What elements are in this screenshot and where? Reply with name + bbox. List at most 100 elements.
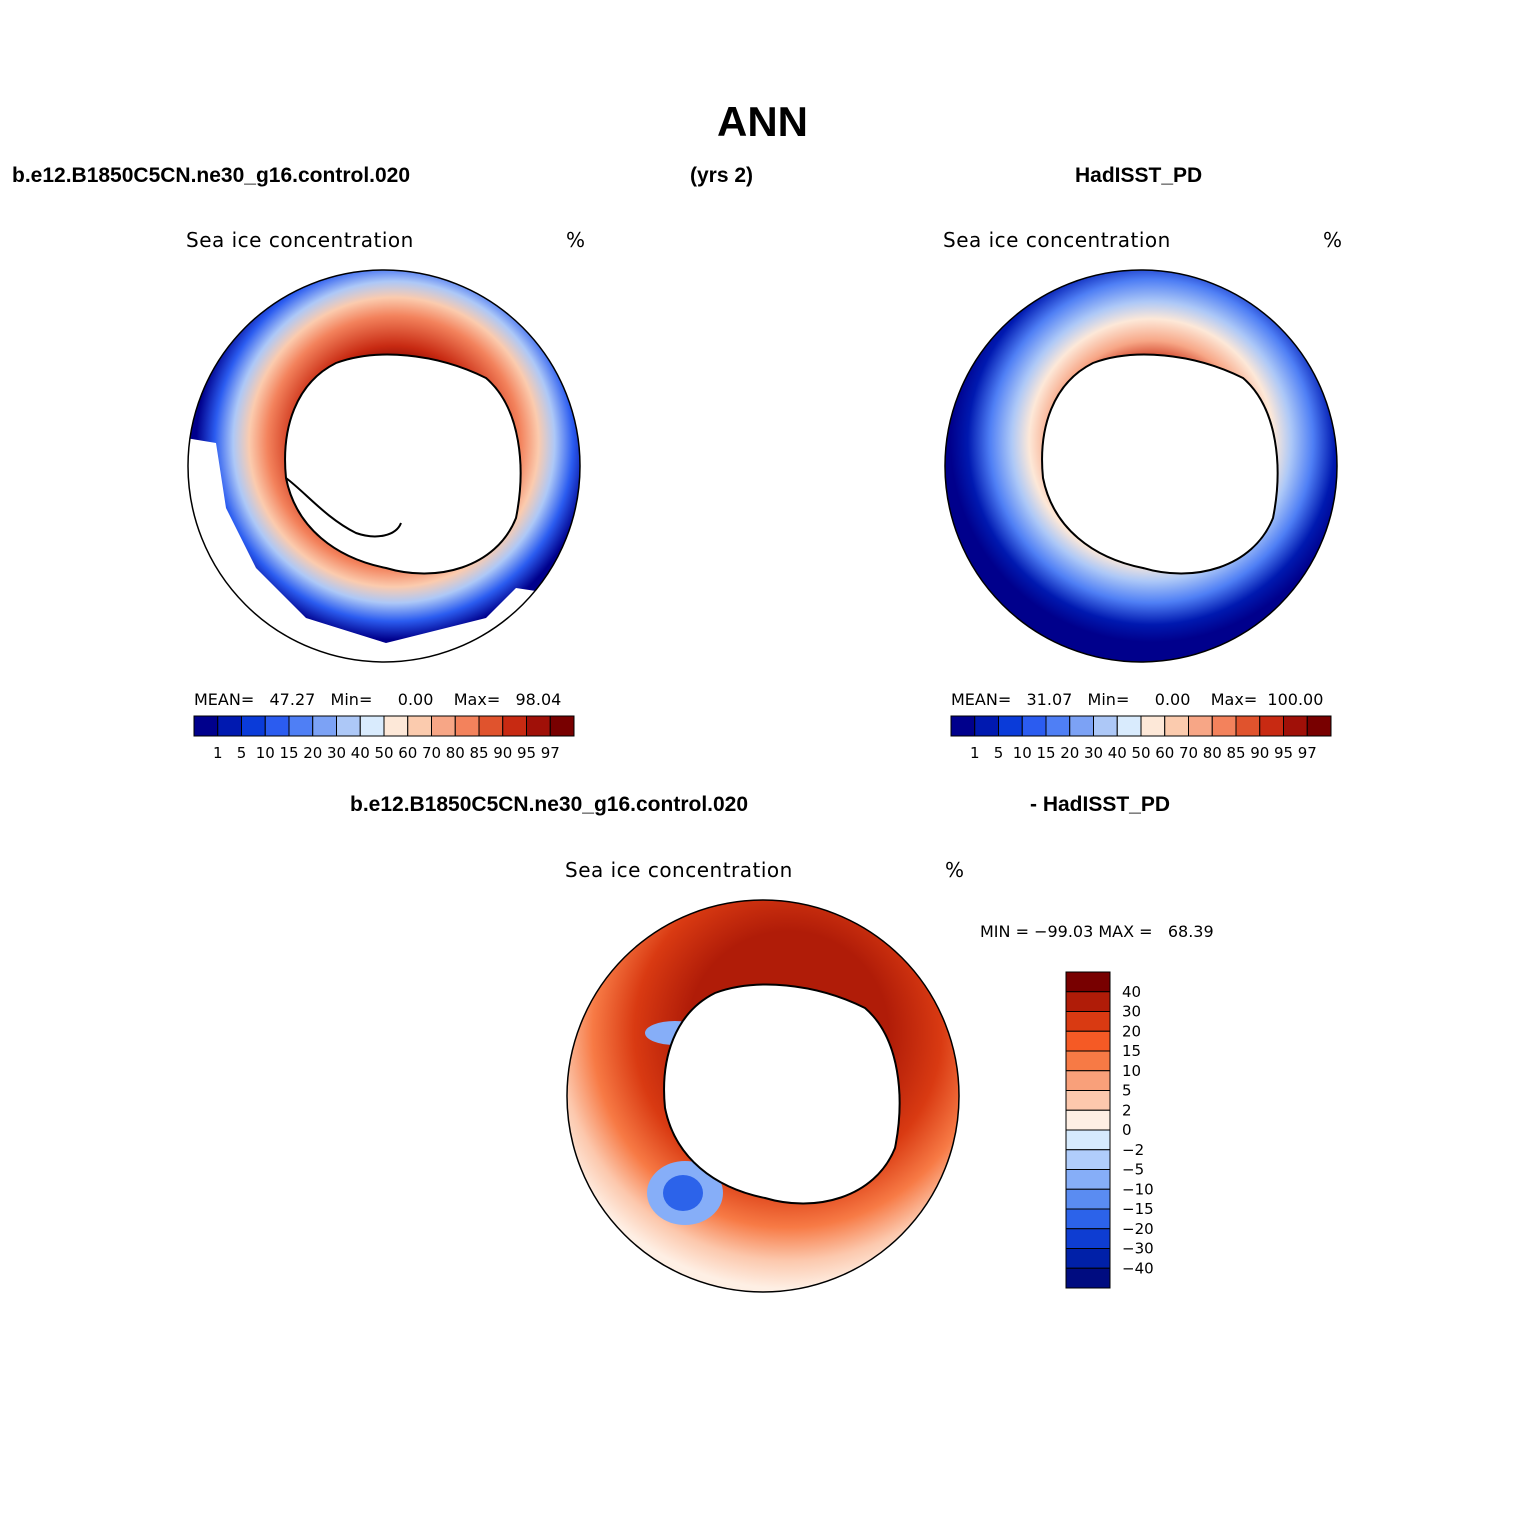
colorbar-obs-tick-label: 60	[1155, 744, 1174, 762]
colorbar-model-tick-label: 97	[541, 744, 560, 762]
panel-diff-units: %	[945, 858, 965, 882]
colorbar-diff-tick-label: 20	[1122, 1022, 1141, 1040]
colorbar-obs-swatch	[1093, 715, 1118, 737]
colorbar-diff-tick-label: −2	[1122, 1141, 1144, 1159]
colorbar-model: 1 5 10 15 20 30 40 50 60 70 80 85 90 95 97	[193, 715, 575, 762]
colorbar-model-swatch	[359, 715, 385, 737]
colorbar-model-tick-label: 60	[398, 744, 417, 762]
colorbar-diff-tick-label: −5	[1122, 1161, 1144, 1179]
colorbar-model-tick-label: 85	[469, 744, 488, 762]
colorbar-model-swatch	[383, 715, 409, 737]
colorbar-obs-swatch	[1211, 715, 1237, 737]
colorbar-model-tick-label: 70	[422, 744, 441, 762]
colorbar-model-tick-label: 50	[374, 744, 393, 762]
diff-case-name-label: b.e12.B1850C5CN.ne30_g16.control.020	[350, 793, 749, 816]
colorbar-diff-swatch	[1065, 1208, 1111, 1230]
colorbar-diff-swatch	[1065, 1011, 1111, 1032]
colorbar-model-tick-label: 80	[446, 744, 465, 762]
panel-model-map	[187, 269, 581, 663]
colorbar-model-swatch	[549, 715, 575, 737]
colorbar-obs-tick-label: 30	[1084, 744, 1103, 762]
colorbar-model-swatch	[431, 715, 456, 737]
colorbar-obs-swatch	[1259, 715, 1284, 737]
panel-obs-map	[944, 269, 1338, 663]
colorbar-obs-tick-label: 95	[1274, 744, 1293, 762]
colorbar-diff-tick-label: −10	[1122, 1180, 1154, 1198]
colorbar-diff-swatch	[1065, 1188, 1111, 1210]
colorbar-model-swatch	[241, 715, 266, 737]
colorbar-obs-swatch	[1116, 715, 1142, 737]
colorbar-obs-tick-label: 97	[1298, 744, 1317, 762]
panel-diff-stats: MIN = −99.03 MAX = 68.39	[980, 922, 1214, 941]
colorbar-model-tick-label: 5	[237, 744, 247, 762]
colorbar-diff-tick-label: −40	[1122, 1259, 1154, 1277]
colorbar-diff-tick-label: 0	[1122, 1121, 1132, 1139]
panel-obs-title: Sea ice concentration	[943, 228, 1171, 252]
colorbar-obs-tick-label: 85	[1226, 744, 1245, 762]
colorbar-model-swatch	[336, 715, 361, 737]
colorbar-model-tick-label: 15	[279, 744, 298, 762]
colorbar-obs-swatch	[1140, 715, 1166, 737]
colorbar-obs-swatch	[1069, 715, 1094, 737]
colorbar-diff-swatch	[1065, 1149, 1111, 1170]
colorbar-model-swatch	[478, 715, 504, 737]
colorbar-diff-swatch	[1065, 991, 1111, 1012]
colorbar-obs-swatch	[1283, 715, 1308, 737]
colorbar-diff-tick-label: 10	[1122, 1062, 1141, 1080]
panel-obs-stats: MEAN= 31.07 Min= 0.00 Max= 100.00	[951, 690, 1324, 709]
panel-obs-units: %	[1323, 228, 1343, 252]
colorbar-model-tick-label: 10	[256, 744, 275, 762]
colorbar-model-swatch	[312, 715, 337, 737]
colorbar-obs-swatch	[1306, 715, 1332, 737]
colorbar-model-tick-label: 1	[213, 744, 223, 762]
colorbar-diff-swatch	[1065, 1248, 1111, 1269]
diff-obs-name-label: - HadISST_PD	[1030, 793, 1171, 816]
colorbar-diff-tick-label: −15	[1122, 1200, 1154, 1218]
colorbar-model-tick-label: 20	[303, 744, 322, 762]
colorbar-obs-swatch	[950, 715, 976, 737]
colorbar-obs-tick-label: 40	[1108, 744, 1127, 762]
colorbar-obs-tick-label: 50	[1131, 744, 1150, 762]
colorbar-obs: 1 5 10 15 20 30 40 50 60 70 80 85 90 95 97	[950, 715, 1332, 762]
colorbar-model-swatch	[526, 715, 551, 737]
panel-diff-map	[566, 899, 960, 1293]
colorbar-diff-swatch	[1065, 971, 1111, 993]
obs-name-label: HadISST_PD	[1075, 164, 1203, 187]
colorbar-diff-swatch	[1065, 1169, 1111, 1190]
colorbar-diff-swatch	[1065, 1030, 1111, 1052]
colorbar-diff-swatch	[1065, 1267, 1111, 1289]
colorbar-obs-swatch	[1045, 715, 1071, 737]
colorbar-model-swatch	[217, 715, 242, 737]
colorbar-obs-swatch	[1021, 715, 1047, 737]
colorbar-obs-tick-label: 1	[970, 744, 980, 762]
colorbar-model-tick-label: 95	[517, 744, 536, 762]
colorbar-model-swatch	[288, 715, 314, 737]
colorbar-model-swatch	[454, 715, 480, 737]
colorbar-diff-swatch	[1065, 1090, 1111, 1111]
colorbar-diff-swatch	[1065, 1109, 1111, 1131]
panel-diff-title: Sea ice concentration	[565, 858, 793, 882]
colorbar-obs-swatch	[1188, 715, 1213, 737]
colorbar-diff-swatch	[1065, 1129, 1111, 1151]
colorbar-model-swatch	[502, 715, 527, 737]
colorbar-model-swatch	[264, 715, 290, 737]
colorbar-diff-tick-label: 2	[1122, 1101, 1132, 1119]
colorbar-model-swatch	[193, 715, 219, 737]
colorbar-diff-swatch	[1065, 1070, 1111, 1091]
colorbar-obs-swatch	[1235, 715, 1261, 737]
colorbar-obs-swatch	[974, 715, 999, 737]
colorbar-diff-tick-label: −30	[1122, 1240, 1154, 1258]
colorbar-obs-swatch	[1164, 715, 1189, 737]
colorbar-diff-tick-label: 30	[1122, 1003, 1141, 1021]
colorbar-diff-tick-label: 15	[1122, 1042, 1141, 1060]
panel-model-units: %	[566, 228, 586, 252]
panel-model-stats: MEAN= 47.27 Min= 0.00 Max= 98.04	[194, 690, 562, 709]
colorbar-diff-tick-label: −20	[1122, 1220, 1154, 1238]
colorbar-obs-tick-label: 5	[994, 744, 1004, 762]
colorbar-obs-tick-label: 15	[1036, 744, 1055, 762]
page-title: ANN	[717, 98, 808, 145]
colorbar-diff-tick-label: 5	[1122, 1082, 1132, 1100]
case-name-label: b.e12.B1850C5CN.ne30_g16.control.020	[12, 164, 411, 187]
years-label: (yrs 2)	[690, 164, 754, 187]
